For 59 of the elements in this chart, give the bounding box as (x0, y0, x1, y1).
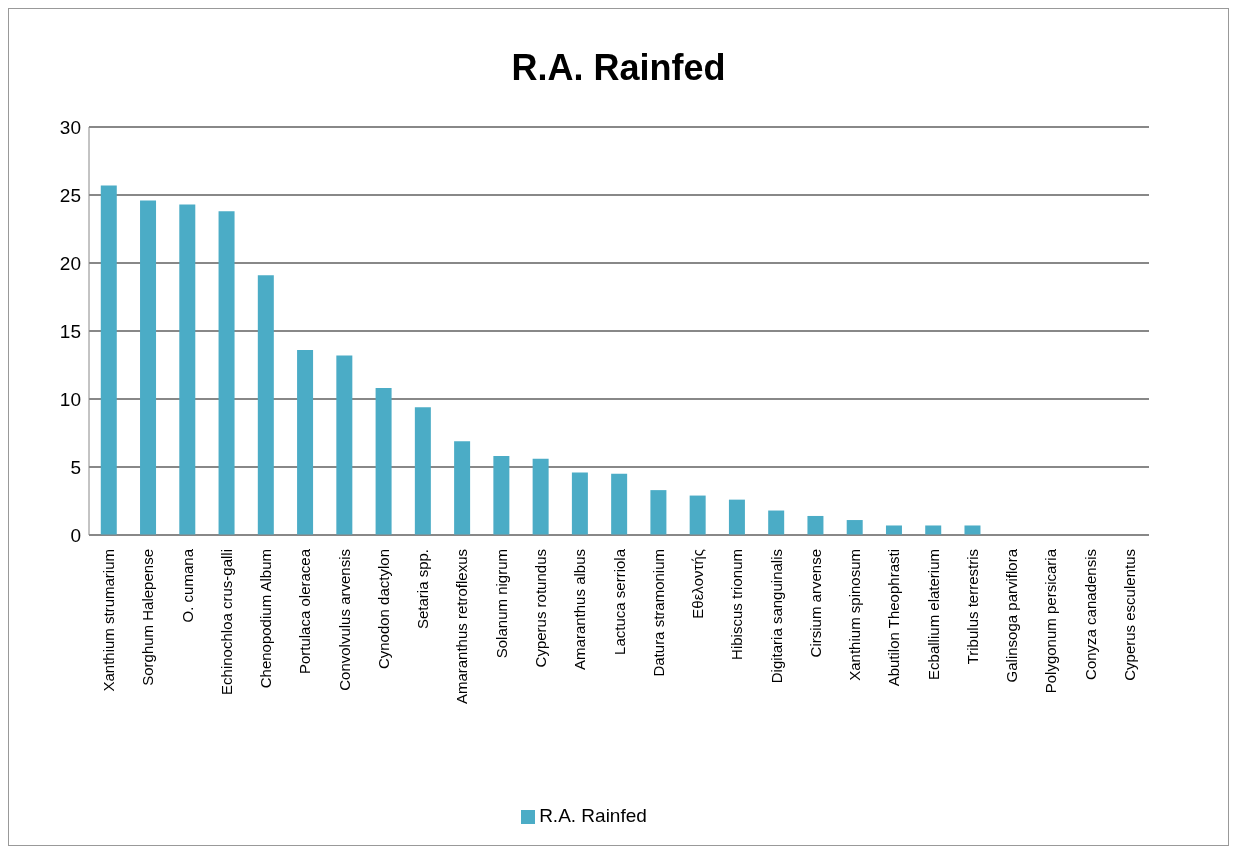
x-tick-label: Cirsium arvense (806, 549, 824, 658)
bar (414, 407, 431, 535)
x-tick-label: Echinochloa crus-galli (217, 549, 235, 695)
y-tick-label: 20 (59, 252, 81, 274)
x-tick-label: Chenopodium Album (257, 549, 275, 689)
x-tick-label: Ecballium elaterium (924, 549, 942, 680)
x-tick-label: Portulaca oleracea (296, 548, 314, 675)
legend-label: R.A. Rainfed (539, 805, 647, 826)
x-tick-label: Hibiscus trionum (728, 549, 746, 660)
bar (454, 441, 471, 535)
x-tick-label: Amaranthus albus (571, 549, 589, 670)
bar (846, 520, 863, 535)
x-tick-label: Amaranthus retroflexus (453, 549, 471, 705)
bar (336, 355, 353, 535)
bar (532, 458, 549, 535)
x-tick-label: Polygonum persicaria (1042, 548, 1060, 694)
x-tick-label: Conyza canadensis (1081, 549, 1099, 680)
x-tick-label: Xanthium spinosum (846, 549, 864, 681)
x-tick-label: Xanthium strumarium (100, 549, 118, 692)
bar (768, 510, 785, 535)
y-tick-label: 0 (70, 524, 81, 546)
x-tick-label: Cynodon dactylon (374, 549, 392, 670)
bar (689, 495, 706, 535)
x-tick-label: O. cumana (178, 548, 196, 623)
bar (885, 525, 902, 535)
y-tick-label: 30 (59, 116, 81, 138)
x-tick-label: Convolvulus arvensis (335, 549, 353, 691)
y-tick-label: 15 (59, 320, 81, 342)
bar (493, 456, 510, 535)
x-tick-label: Datura stramonium (649, 549, 667, 677)
bar (807, 515, 824, 535)
x-tick-label: Digitaria sanguinalis (767, 549, 785, 684)
bar (375, 388, 392, 535)
bar (925, 525, 942, 535)
y-tick-label: 5 (70, 456, 81, 478)
x-tick-label: Sorghum Halepense (139, 549, 157, 686)
y-tick-label: 25 (59, 184, 81, 206)
bar (611, 473, 628, 535)
bar (650, 490, 667, 535)
x-tick-label: Lactuca serriola (610, 548, 628, 655)
bar (257, 275, 274, 535)
bar (964, 525, 981, 535)
bar (218, 211, 235, 535)
x-tick-label: Εθελοντής (689, 549, 707, 619)
bar (728, 499, 745, 535)
bar (140, 200, 157, 535)
x-tick-label: Galinsoga parviflora (1003, 548, 1021, 683)
x-tick-label: Solanum nigrum (492, 549, 510, 659)
bar (571, 472, 588, 535)
chart-title: R.A. Rainfed (510, 47, 727, 90)
bar (100, 185, 117, 535)
x-tick-label: Cyperus rotundus (531, 549, 549, 668)
bar (179, 204, 196, 535)
x-tick-label: Cyperus esculentus (1120, 549, 1138, 681)
x-tick-label: Tribulus terrestris (963, 549, 981, 665)
bar (297, 350, 314, 535)
x-tick-label: Abutilon Theophrasti (885, 549, 903, 687)
y-tick-label: 10 (59, 388, 81, 410)
x-tick-label: Setaria spp. (414, 549, 432, 630)
